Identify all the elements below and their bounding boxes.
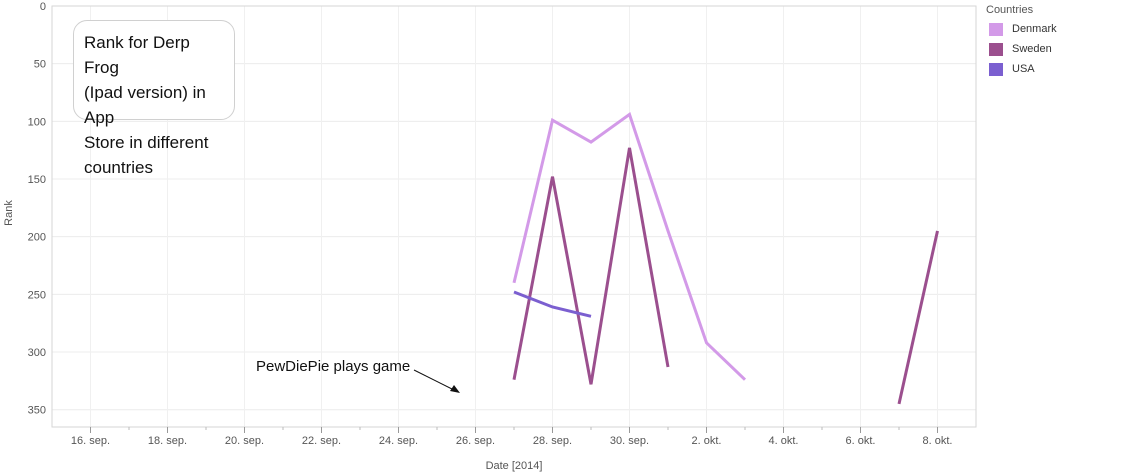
x-tick-label: 28. sep.: [533, 435, 572, 447]
y-tick-label: 50: [34, 59, 46, 71]
legend-label: Denmark: [1012, 23, 1057, 35]
chart-title-line: Store in different: [84, 133, 209, 152]
grid: [52, 5, 976, 427]
y-tick-label: 200: [28, 232, 46, 244]
series-line-sweden: [897, 230, 939, 405]
x-tick-label: 16. sep.: [71, 435, 110, 447]
y-tick-label: 100: [28, 116, 46, 128]
series-line-denmark: [512, 111, 747, 381]
x-tick-label: 4. okt.: [769, 435, 799, 447]
legend-item-usa[interactable]: USA: [986, 59, 1057, 79]
x-axis: 16. sep. 18. sep. 20. sep. 22. sep. 24. sep.…: [71, 427, 953, 447]
y-tick-label: 0: [40, 1, 46, 13]
x-tick-label: 26. sep.: [456, 435, 495, 447]
x-tick-label: 2. okt.: [692, 435, 722, 447]
legend-swatch: [989, 22, 1003, 36]
x-tick-label: 6. okt.: [846, 435, 876, 447]
x-tick-label: 22. sep.: [302, 435, 341, 447]
y-tick-label: 350: [28, 405, 46, 417]
annotation-text: PewDiePie plays game: [256, 358, 411, 375]
x-tick-label: 24. sep.: [379, 435, 418, 447]
legend-swatch: [989, 42, 1003, 56]
y-tick-label: 300: [28, 347, 46, 359]
legend-item-denmark[interactable]: Denmark: [986, 19, 1057, 39]
legend-label: USA: [1012, 63, 1035, 75]
x-tick-label: 8. okt.: [923, 435, 953, 447]
series-line-sweden: [512, 147, 670, 385]
annotation-arrow: [413, 369, 460, 393]
x-tick-label: 18. sep.: [148, 435, 187, 447]
series-line-usa: [513, 290, 592, 318]
x-tick-label: 30. sep.: [610, 435, 649, 447]
legend: Countries Denmark Sweden USA: [986, 4, 1057, 79]
chart-title-box: Rank for Derp Frog (Ipad version) in App…: [73, 20, 235, 177]
legend-title: Countries: [986, 4, 1034, 16]
y-tick-label: 250: [28, 289, 46, 301]
legend-swatch: [989, 62, 1003, 76]
legend-label: Sweden: [1012, 43, 1052, 55]
x-tick-label: 20. sep.: [225, 435, 264, 447]
x-axis-label: Date [2014]: [486, 460, 543, 472]
legend-item-sweden[interactable]: Sweden: [986, 39, 1057, 59]
chart-title-line: (Ipad version) in App: [84, 83, 206, 127]
chart-title-line: countries: [84, 158, 153, 177]
y-tick-label: 150: [28, 174, 46, 186]
series-lines: [512, 111, 939, 405]
chart-title-line: Rank for Derp Frog: [84, 33, 190, 77]
y-axis-label: Rank: [3, 200, 15, 226]
y-axis: 0 50 100 150 200 250 300 350: [28, 1, 46, 417]
